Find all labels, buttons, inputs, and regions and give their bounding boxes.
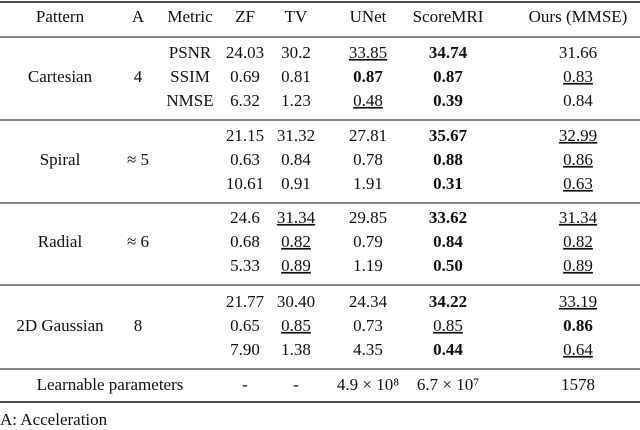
cell: 10.61 [226, 174, 264, 193]
cell: 0.63 [230, 150, 260, 169]
cell: 0.73 [353, 316, 383, 335]
cell: 0.83 [563, 67, 593, 86]
cell: 0.78 [353, 150, 383, 169]
cell: 0.89 [563, 256, 593, 275]
cell: 27.81 [349, 126, 387, 145]
cell: 0.63 [563, 174, 593, 193]
cell: 30.2 [281, 43, 311, 62]
cell: 1.23 [281, 91, 311, 110]
cell: 34.74 [429, 43, 468, 62]
cell: 0.39 [433, 91, 463, 110]
cell: 33.85 [349, 43, 387, 62]
cell: 33.19 [559, 292, 597, 311]
acceleration: 8 [134, 316, 143, 335]
cell: 0.31 [433, 174, 463, 193]
pattern: Spiral [40, 150, 81, 169]
header-cell: ScoreMRI [413, 7, 484, 26]
cell: 0.48 [353, 91, 383, 110]
cell: - [293, 375, 299, 394]
cell: 6.32 [230, 91, 260, 110]
pattern: 2D Gaussian [16, 316, 104, 335]
cell: 0.88 [433, 150, 463, 169]
cell: 1.91 [353, 174, 383, 193]
footnote: A: Acceleration [0, 410, 108, 429]
cell: 0.64 [563, 340, 593, 359]
cell: 0.84 [563, 91, 593, 110]
cell: 1.19 [353, 256, 383, 275]
header-cell: TV [285, 7, 308, 26]
cell: 29.85 [349, 208, 387, 227]
cell: 0.89 [281, 256, 311, 275]
cell: 4.9 × 10⁸ [337, 375, 399, 394]
header-cell: Metric [167, 7, 213, 26]
header-cell: UNet [350, 7, 387, 26]
cell: 0.50 [433, 256, 463, 275]
pattern: Radial [38, 232, 83, 251]
cell: 34.22 [429, 292, 467, 311]
cell: 0.84 [433, 232, 463, 251]
cell: 0.84 [281, 150, 311, 169]
cell: 31.66 [559, 43, 597, 62]
cell: 6.7 × 10⁷ [417, 375, 479, 394]
metric: SSIM [170, 67, 210, 86]
cell: 0.82 [281, 232, 311, 251]
cell: 5.33 [230, 256, 260, 275]
cell: 1578 [561, 375, 595, 394]
header-cell: Pattern [36, 7, 85, 26]
acceleration: ≈ 6 [127, 232, 149, 251]
cell: 0.81 [281, 67, 311, 86]
pattern: Cartesian [28, 67, 93, 86]
cell: 0.87 [353, 67, 383, 86]
cell: 0.85 [433, 316, 463, 335]
acceleration: ≈ 5 [127, 150, 149, 169]
cell: 35.67 [429, 126, 468, 145]
cell: 33.62 [429, 208, 467, 227]
cell: 0.86 [563, 150, 593, 169]
cell: 24.6 [230, 208, 260, 227]
cell: 0.87 [433, 67, 463, 86]
cell: 24.03 [226, 43, 264, 62]
cell: 0.82 [563, 232, 593, 251]
cell: 0.69 [230, 67, 260, 86]
cell: 0.91 [281, 174, 311, 193]
cell: 0.65 [230, 316, 260, 335]
metric: PSNR [169, 43, 212, 62]
cell: 7.90 [230, 340, 260, 359]
cell: 21.15 [226, 126, 264, 145]
header-cell: ZF [235, 7, 255, 26]
parameters-label: Learnable parameters [37, 375, 184, 394]
metric: NMSE [166, 91, 213, 110]
cell: 24.34 [349, 292, 388, 311]
cell: 0.44 [433, 340, 463, 359]
cell: 31.32 [277, 126, 315, 145]
cell: 0.79 [353, 232, 383, 251]
cell: 0.68 [230, 232, 260, 251]
header-cell: A [132, 7, 145, 26]
cell: 0.86 [563, 316, 593, 335]
cell: 0.85 [281, 316, 311, 335]
acceleration: 4 [134, 67, 143, 86]
cell: - [242, 375, 248, 394]
cell: 4.35 [353, 340, 383, 359]
cell: 31.34 [559, 208, 598, 227]
cell: 32.99 [559, 126, 597, 145]
cell: 1.38 [281, 340, 311, 359]
cell: 21.77 [226, 292, 265, 311]
header-cell: Ours (MMSE) [529, 7, 628, 26]
cell: 30.40 [277, 292, 315, 311]
cell: 31.34 [277, 208, 316, 227]
